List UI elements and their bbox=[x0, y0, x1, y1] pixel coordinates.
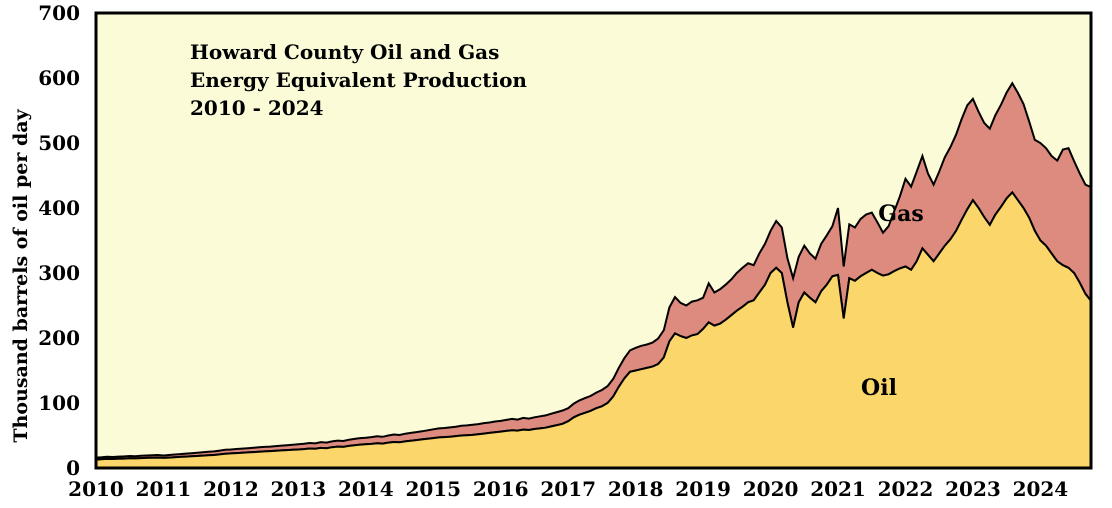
y-tick-label-300: 300 bbox=[38, 261, 80, 285]
y-axis-tick-labels: 0 100 200 300 400 500 600 700 bbox=[38, 1, 80, 480]
chart-title-line-3: 2010 - 2024 bbox=[190, 96, 324, 120]
y-axis-title: Thousand barrels of oil per day bbox=[10, 108, 32, 442]
x-tick-label-2012: 2012 bbox=[203, 477, 259, 501]
x-tick-label-2014: 2014 bbox=[338, 477, 394, 501]
x-tick-label-2020: 2020 bbox=[743, 477, 799, 501]
x-tick-label-2021: 2021 bbox=[810, 477, 866, 501]
y-tick-label-600: 600 bbox=[38, 66, 80, 90]
x-tick-label-2019: 2019 bbox=[675, 477, 731, 501]
y-tick-label-700: 700 bbox=[38, 1, 80, 25]
plot-area-border bbox=[94, 11, 1093, 470]
y-tick-label-500: 500 bbox=[38, 131, 80, 155]
x-axis-tick-labels: 2010 2011 2012 2013 2014 2015 2016 2017 2018 2019… bbox=[68, 477, 1068, 501]
chart-title-line-1: Howard County Oil and Gas bbox=[190, 40, 499, 64]
x-tick-label-2024: 2024 bbox=[1013, 477, 1069, 501]
x-tick-label-2013: 2013 bbox=[271, 477, 327, 501]
y-tick-label-400: 400 bbox=[38, 196, 80, 220]
x-tick-label-2016: 2016 bbox=[473, 477, 529, 501]
x-tick-label-2011: 2011 bbox=[136, 477, 192, 501]
x-tick-label-2022: 2022 bbox=[878, 477, 934, 501]
y-tick-label-200: 200 bbox=[38, 326, 80, 350]
x-tick-label-2010: 2010 bbox=[68, 477, 124, 501]
x-tick-label-2018: 2018 bbox=[608, 477, 664, 501]
x-tick-label-2023: 2023 bbox=[945, 477, 1001, 501]
x-tick-label-2017: 2017 bbox=[540, 477, 596, 501]
oil-series-label: Oil bbox=[861, 375, 897, 401]
x-tick-label-2015: 2015 bbox=[405, 477, 461, 501]
chart-title: Howard County Oil and Gas Energy Equival… bbox=[190, 40, 527, 120]
chart-title-line-2: Energy Equivalent Production bbox=[190, 68, 527, 92]
y-tick-label-0: 0 bbox=[66, 456, 80, 480]
oil-area-series bbox=[95, 190, 1092, 469]
gas-series-label: Gas bbox=[878, 201, 923, 227]
y-tick-label-100: 100 bbox=[38, 391, 80, 415]
